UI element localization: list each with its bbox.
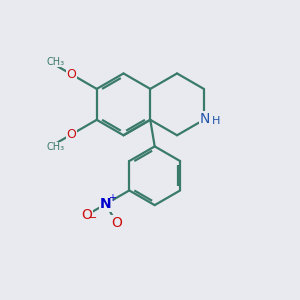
Text: O: O <box>66 128 76 141</box>
Text: N: N <box>200 112 211 126</box>
Text: +: + <box>108 193 116 202</box>
Text: O: O <box>66 68 76 81</box>
Text: N: N <box>100 197 112 211</box>
Text: −: − <box>88 213 98 223</box>
Text: O: O <box>111 216 122 230</box>
Text: H: H <box>212 116 220 126</box>
Text: CH₃: CH₃ <box>46 142 65 152</box>
Text: O: O <box>81 208 92 222</box>
Text: CH₃: CH₃ <box>46 57 65 67</box>
